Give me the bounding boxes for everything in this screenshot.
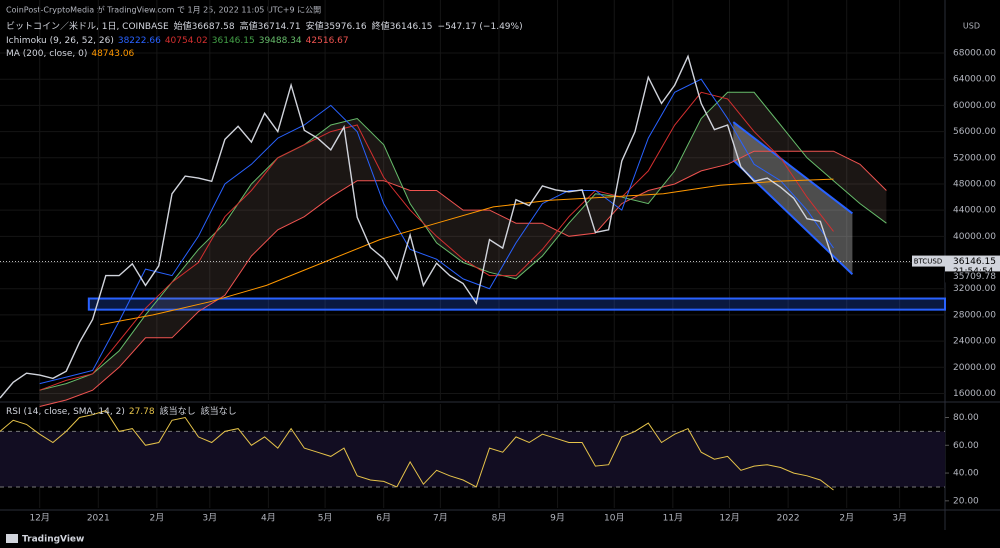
legend-item: 40754.02 xyxy=(165,36,208,46)
footer-bar xyxy=(0,530,1000,548)
y-tick-label: 40000.00 xyxy=(953,232,996,242)
legend-item: MA (200, close, 0) xyxy=(6,49,87,59)
x-tick-label: 2022 xyxy=(777,514,800,524)
support-zone xyxy=(87,297,946,311)
legend-item: 36146.15 xyxy=(212,36,255,46)
legend-item: RSI (14, close, SMA, 14, 2) xyxy=(6,407,125,417)
y-tick-label: 48000.00 xyxy=(953,179,996,189)
x-tick-label: 3月 xyxy=(892,513,907,524)
y-tick-label: 44000.00 xyxy=(953,206,996,216)
y-tick-label: 40.00 xyxy=(953,469,979,479)
x-tick-label: 2021 xyxy=(87,514,110,524)
channel-upper xyxy=(732,121,854,215)
ichimoku-cloud xyxy=(39,92,887,407)
legend-item: Ichimoku (9, 26, 52, 26) xyxy=(6,36,114,46)
legend-row: Ichimoku (9, 26, 52, 26) 38222.66 40754.02… xyxy=(6,36,349,46)
plot-layer: 12月 2021 2月 3月 4月 5月 6月 7月 8月 9月 10月 11月 12月 2022 2月 3月… xyxy=(0,0,1000,524)
legend-item: 該当なし xyxy=(160,405,196,417)
x-tick-label: 12月 xyxy=(29,513,49,524)
legend-item: 該当なし xyxy=(201,405,237,417)
base-line xyxy=(39,91,834,391)
legend-item: 42516.67 xyxy=(306,36,349,46)
y-tick-label: 20.00 xyxy=(953,496,979,506)
y-tick-label: 60000.00 xyxy=(953,101,996,111)
x-tick-label: 6月 xyxy=(376,513,391,524)
y-tick-label: 32000.00 xyxy=(953,284,996,294)
y-tick-label: 52000.00 xyxy=(953,153,996,163)
y-tick-label: 20000.00 xyxy=(953,363,996,373)
y-tick-label: 60.00 xyxy=(953,441,979,451)
y-tick-label: 24000.00 xyxy=(953,337,996,347)
last-price-label: 36146.15 xyxy=(953,257,996,267)
ma-line xyxy=(100,178,834,326)
x-tick-label: 11月 xyxy=(663,513,683,524)
legend-item: 高値 xyxy=(240,20,258,32)
x-tick-label: 8月 xyxy=(492,513,507,524)
x-tick-label: 5月 xyxy=(318,513,333,524)
rsi-line xyxy=(0,410,834,491)
x-tick-label: 3月 xyxy=(202,513,217,524)
channel-lower xyxy=(732,159,854,276)
legend-row: ビットコイン／米ドル, 1日, COINBASE 始値36687.58 高値3671… xyxy=(6,20,523,32)
y-tick-label: 80.00 xyxy=(953,413,979,423)
legend-item: ビットコイン／米ドル, 1日, COINBASE xyxy=(6,20,169,32)
x-tick-label: 12月 xyxy=(719,513,739,524)
legend-item: 36146.15 xyxy=(390,22,433,32)
x-tick-label: 10月 xyxy=(604,513,624,524)
brand-name: TradingView xyxy=(22,535,84,545)
x-tick-label: 9月 xyxy=(550,513,565,524)
price-line xyxy=(0,54,835,399)
legend-item: 48743.06 xyxy=(91,49,134,59)
legend-item: 39488.34 xyxy=(259,36,302,46)
axis-unit: USD xyxy=(963,22,980,31)
x-tick-label: 4月 xyxy=(261,513,276,524)
lead-span-b xyxy=(39,150,887,407)
x-tick-label: 7月 xyxy=(433,513,448,524)
symbol-tag xyxy=(912,255,945,267)
legend-item: 36714.71 xyxy=(258,22,301,32)
symbol-label: BTCUSD xyxy=(914,258,943,266)
legend-row: RSI (14, close, SMA, 14, 2) 27.78 該当なし 該当なし xyxy=(6,405,237,417)
y-tick-label: 68000.00 xyxy=(953,49,996,59)
low-price-tag xyxy=(945,271,1000,283)
publish-note: CoinPost-CryptoMedia が TradingView.com で… xyxy=(6,5,321,15)
brand-logo xyxy=(6,534,18,543)
y-tick-label: 28000.00 xyxy=(953,310,996,320)
y-tick-label: 64000.00 xyxy=(953,75,996,85)
legend-item: 27.78 xyxy=(129,407,155,417)
legend-item: 始値 xyxy=(174,20,192,32)
y-tick-label: 56000.00 xyxy=(953,127,996,137)
x-tick-label: 2月 xyxy=(839,513,854,524)
legend-item: 終値 xyxy=(372,20,390,32)
x-tick-label: 2月 xyxy=(150,513,165,524)
conversion-line xyxy=(39,78,834,385)
y-tick-label: 16000.00 xyxy=(953,389,996,399)
legend-item: 36687.58 xyxy=(192,22,235,32)
rsi-band xyxy=(0,431,945,487)
legend-item: −547.17 (−1.49%) xyxy=(438,22,523,32)
lead-span-a xyxy=(39,91,887,391)
legend-item: 安値 xyxy=(306,20,324,32)
legend-item: 38222.66 xyxy=(118,36,161,46)
low-price-label: 35709.78 xyxy=(953,272,996,282)
legend-row: MA (200, close, 0) 48743.06 xyxy=(6,49,135,59)
legend-item: 35976.16 xyxy=(324,22,367,32)
